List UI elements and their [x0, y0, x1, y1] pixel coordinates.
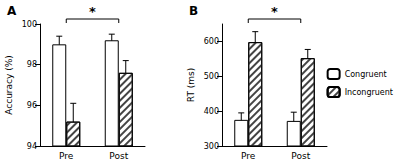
svg-text:98: 98: [27, 60, 37, 69]
svg-text:RT (ms): RT (ms): [186, 68, 196, 102]
svg-text:Post: Post: [291, 151, 310, 161]
svg-text:Congruent: Congruent: [345, 70, 387, 79]
svg-text:*: *: [89, 4, 96, 19]
svg-text:B: B: [189, 4, 198, 18]
svg-text:*: *: [271, 4, 278, 19]
svg-text:94: 94: [27, 142, 37, 151]
svg-text:Post: Post: [109, 151, 128, 161]
svg-text:100: 100: [22, 20, 37, 29]
svg-text:A: A: [7, 4, 17, 18]
svg-text:Pre: Pre: [241, 151, 256, 161]
svg-text:Incongruent: Incongruent: [345, 88, 393, 97]
svg-text:Pre: Pre: [59, 151, 74, 161]
svg-text:300: 300: [204, 142, 219, 151]
svg-text:400: 400: [204, 107, 219, 116]
svg-text:Accuracy (%): Accuracy (%): [4, 55, 14, 115]
svg-text:96: 96: [27, 101, 37, 110]
svg-text:500: 500: [204, 72, 219, 81]
svg-text:600: 600: [204, 37, 219, 46]
